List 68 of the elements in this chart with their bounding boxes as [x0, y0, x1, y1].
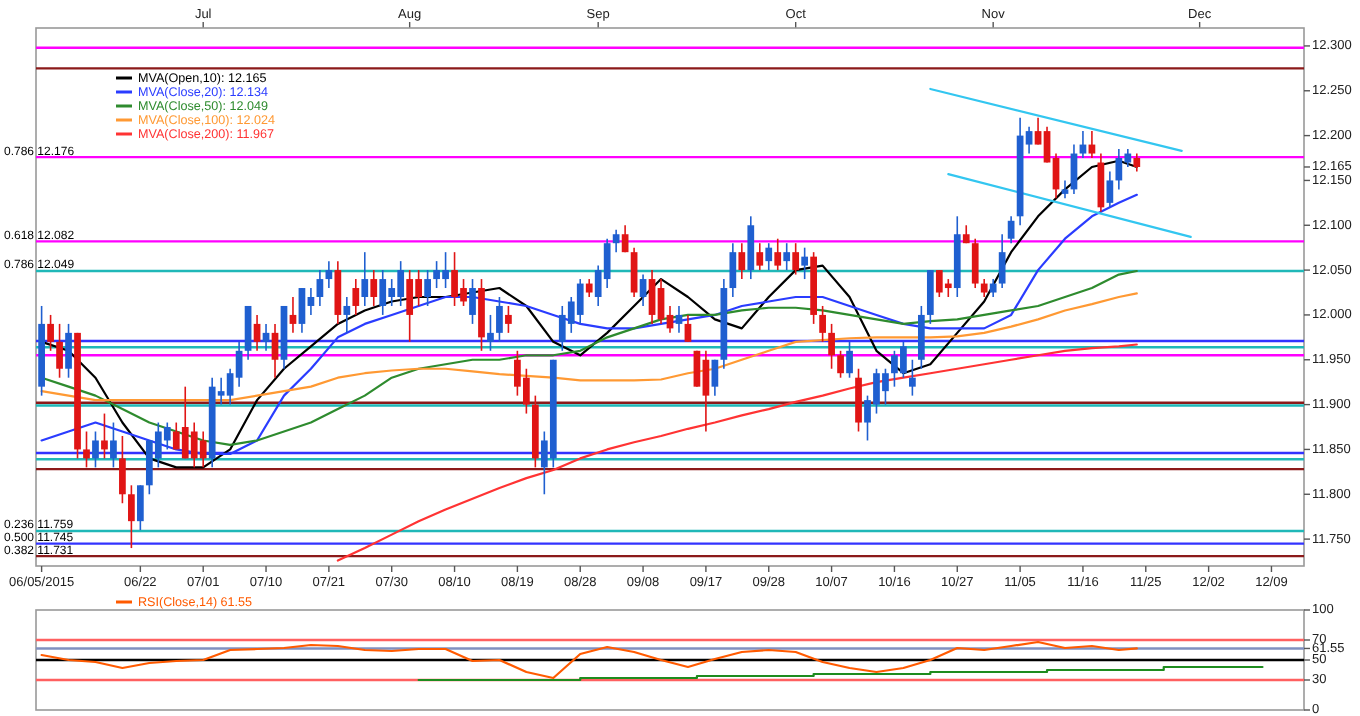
- candlestick: [1061, 179, 1069, 200]
- candlestick: [819, 305, 826, 343]
- candlestick: [334, 260, 342, 325]
- candlestick: [774, 237, 782, 271]
- candlestick: [576, 278, 584, 325]
- candlestick: [711, 358, 719, 397]
- candlestick: [675, 305, 683, 334]
- candlestick: [971, 237, 979, 289]
- candlestick: [307, 287, 315, 316]
- line-series: [40, 292, 1138, 402]
- candlestick: [702, 350, 710, 433]
- candlestick: [917, 305, 925, 370]
- candlestick: [235, 341, 243, 388]
- candlestick: [1106, 170, 1114, 209]
- candlestick: [630, 246, 638, 298]
- candlestick: [101, 412, 108, 460]
- candlestick: [379, 269, 387, 316]
- candlestick: [846, 341, 853, 379]
- candlestick: [855, 367, 862, 433]
- candlestick: [92, 430, 99, 469]
- candlestick: [163, 421, 171, 451]
- candlestick: [83, 430, 90, 469]
- candlestick: [271, 323, 279, 379]
- candlestick: [1115, 148, 1123, 191]
- candlestick: [199, 430, 207, 469]
- candlestick: [289, 296, 297, 334]
- candlestick: [783, 242, 791, 271]
- candlestick: [1079, 130, 1087, 159]
- candlestick: [370, 269, 378, 307]
- candlestick: [801, 246, 809, 280]
- candlestick: [693, 350, 701, 388]
- candlestick: [1088, 130, 1096, 159]
- candlestick: [119, 435, 126, 505]
- candlestick: [792, 242, 800, 276]
- candlestick: [361, 251, 369, 307]
- candlestick: [944, 278, 952, 298]
- candlestick: [298, 287, 306, 334]
- candlestick: [738, 242, 746, 280]
- candlestick: [612, 228, 620, 253]
- line-series: [40, 640, 1138, 680]
- candlestick: [648, 269, 656, 325]
- candlestick: [424, 269, 431, 307]
- candlestick: [325, 260, 333, 289]
- candlestick: [756, 242, 764, 271]
- candlestick: [47, 314, 54, 352]
- candlestick: [136, 484, 144, 531]
- candlestick: [65, 323, 72, 379]
- candlestick: [469, 278, 476, 325]
- candlestick: [128, 484, 135, 549]
- candlestick: [56, 323, 63, 379]
- candlestick: [603, 237, 611, 289]
- candlestick: [909, 358, 916, 397]
- candlestick: [110, 421, 117, 469]
- candlestick: [765, 242, 773, 271]
- candlestick: [352, 278, 360, 316]
- candlestick: [262, 323, 270, 352]
- candlestick: [496, 296, 503, 343]
- line-series: [336, 343, 1138, 562]
- candlestick: [505, 305, 512, 334]
- candlestick: [729, 242, 737, 298]
- candlestick: [926, 269, 934, 325]
- candlestick: [747, 215, 755, 280]
- candlestick: [343, 296, 351, 334]
- candlestick: [828, 323, 835, 370]
- candlestick: [837, 350, 844, 379]
- candlestick: [998, 233, 1006, 289]
- candlestick: [487, 314, 494, 352]
- candlestick: [406, 269, 414, 343]
